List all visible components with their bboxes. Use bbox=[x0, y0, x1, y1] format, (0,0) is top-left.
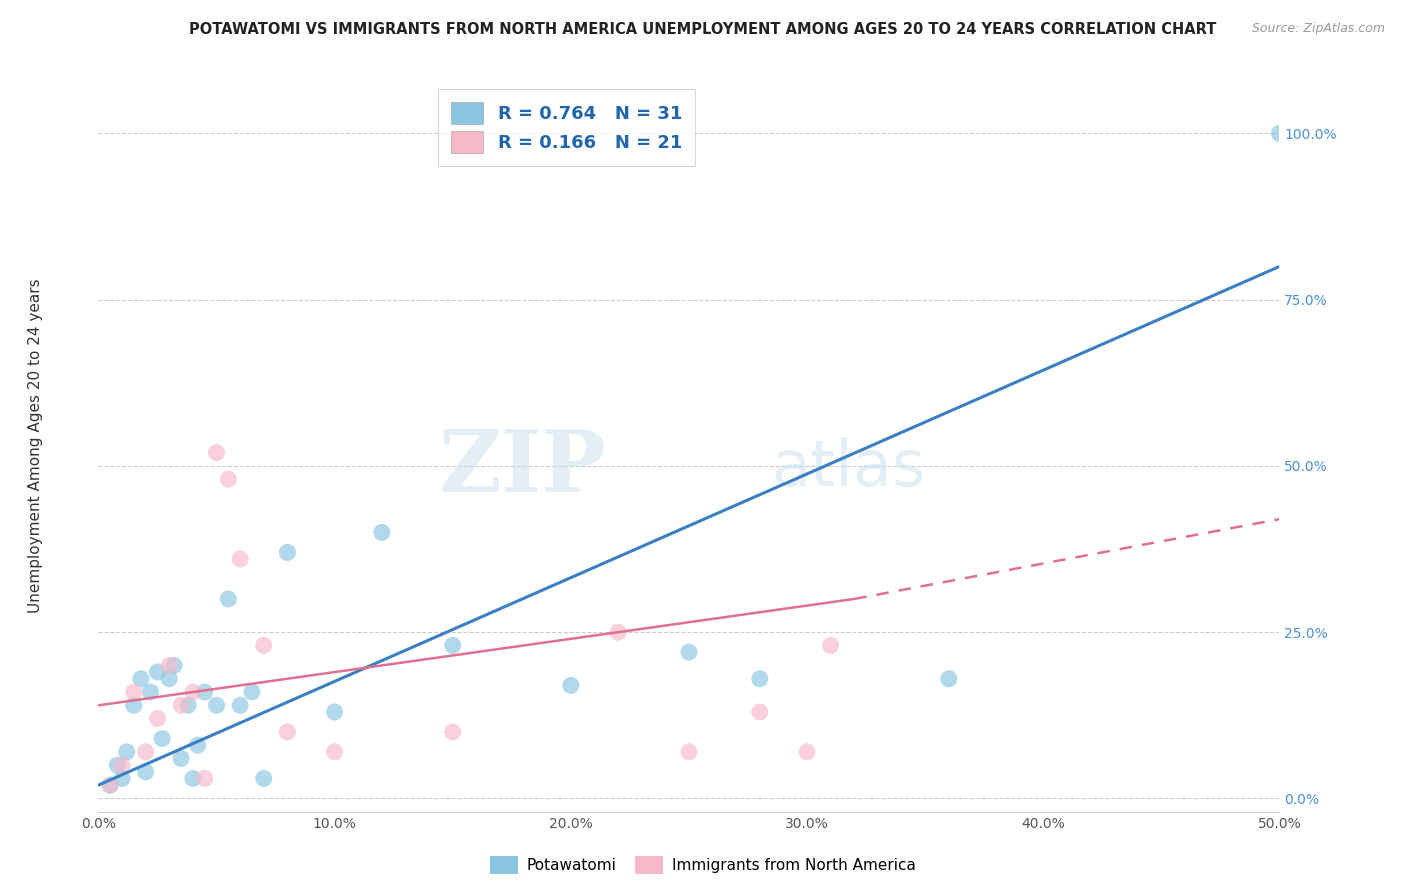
Point bbox=[229, 698, 252, 713]
Point bbox=[441, 725, 464, 739]
Point bbox=[115, 745, 138, 759]
Point bbox=[748, 705, 770, 719]
Text: ZIP: ZIP bbox=[439, 426, 606, 510]
Point bbox=[139, 685, 162, 699]
Point bbox=[122, 698, 145, 713]
Point bbox=[181, 685, 204, 699]
Point bbox=[253, 772, 276, 786]
Point bbox=[205, 445, 228, 459]
Point bbox=[276, 725, 298, 739]
Point bbox=[194, 685, 217, 699]
Legend: Potawatomi, Immigrants from North America: Potawatomi, Immigrants from North Americ… bbox=[484, 850, 922, 880]
Point bbox=[181, 772, 204, 786]
Point bbox=[678, 645, 700, 659]
Text: Unemployment Among Ages 20 to 24 years: Unemployment Among Ages 20 to 24 years bbox=[28, 278, 42, 614]
Text: Source: ZipAtlas.com: Source: ZipAtlas.com bbox=[1251, 22, 1385, 36]
Point bbox=[129, 672, 152, 686]
Point bbox=[98, 778, 121, 792]
Point bbox=[122, 685, 145, 699]
Legend: R = 0.764   N = 31, R = 0.166   N = 21: R = 0.764 N = 31, R = 0.166 N = 21 bbox=[439, 89, 695, 166]
Point bbox=[560, 678, 582, 692]
Point bbox=[229, 552, 252, 566]
Point bbox=[135, 745, 157, 759]
Point bbox=[135, 764, 157, 779]
Point bbox=[240, 685, 263, 699]
Point bbox=[678, 745, 700, 759]
Point bbox=[170, 751, 193, 765]
Point bbox=[607, 625, 630, 640]
Point bbox=[157, 672, 180, 686]
Point bbox=[170, 698, 193, 713]
Point bbox=[371, 525, 394, 540]
Point bbox=[217, 591, 239, 606]
Point bbox=[441, 639, 464, 653]
Point bbox=[796, 745, 818, 759]
Point bbox=[276, 545, 298, 559]
Point bbox=[146, 712, 169, 726]
Point bbox=[938, 672, 960, 686]
Point bbox=[820, 639, 842, 653]
Point bbox=[150, 731, 173, 746]
Point bbox=[205, 698, 228, 713]
Point bbox=[253, 639, 276, 653]
Point bbox=[217, 472, 239, 486]
Point bbox=[163, 658, 186, 673]
Point bbox=[105, 758, 128, 772]
Point bbox=[187, 738, 209, 752]
Point bbox=[157, 658, 180, 673]
Point bbox=[146, 665, 169, 679]
Point bbox=[323, 745, 346, 759]
Text: POTAWATOMI VS IMMIGRANTS FROM NORTH AMERICA UNEMPLOYMENT AMONG AGES 20 TO 24 YEA: POTAWATOMI VS IMMIGRANTS FROM NORTH AMER… bbox=[190, 22, 1216, 37]
Point bbox=[748, 672, 770, 686]
Text: atlas: atlas bbox=[772, 437, 927, 499]
Point bbox=[177, 698, 200, 713]
Point bbox=[1268, 127, 1291, 141]
Point bbox=[111, 758, 134, 772]
Point bbox=[98, 778, 121, 792]
Point bbox=[323, 705, 346, 719]
Point bbox=[111, 772, 134, 786]
Point bbox=[194, 772, 217, 786]
